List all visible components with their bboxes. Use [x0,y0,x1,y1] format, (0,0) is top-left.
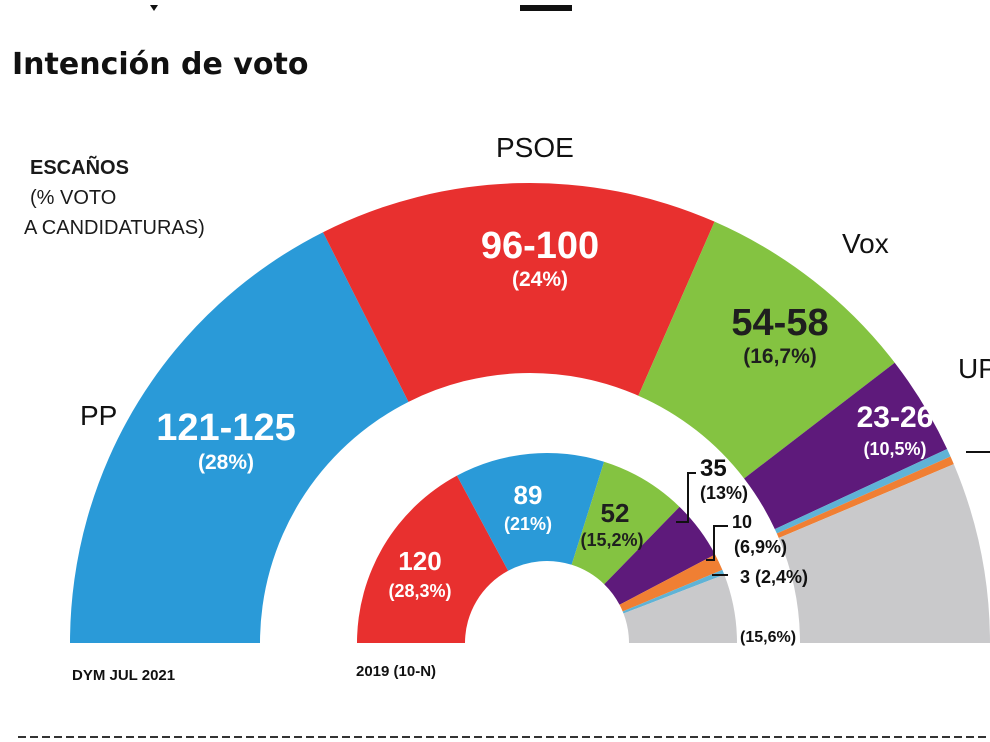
footer-2019: 2019 (10-N) [356,663,436,680]
clipped-glyph-left [150,5,158,11]
dym-segment-vox [638,221,895,479]
election-2019-segment-otros [623,574,737,643]
party-label-pp: PP [80,400,117,431]
dym-segment-otros [778,464,990,643]
party-label-psoe: PSOE [496,132,574,163]
leader-line-2019-cs [706,525,728,561]
election-2019-segment-psoe [357,475,509,643]
election-2019-segment-pp [456,453,605,571]
annotation-2019-others-vote: (15,6%) [740,629,796,646]
annotation-2019-up-seats: 35 [700,455,727,482]
annotation-2019-cs-vote: (6,9%) [734,537,787,557]
election-2019-segment-más-país [622,569,725,614]
data-label-pp-vote: (28%) [198,451,254,474]
data-label-psoe-vote: (24%) [512,268,568,291]
annotation-2019-up-vote: (13%) [700,483,748,503]
leader-line-2019-up [676,472,696,523]
data-label-pp-seats: 121-125 [156,407,295,449]
data-label-2019-pp-seats: 89 [514,480,543,510]
data-label-2019-psoe-seats: 120 [398,546,441,576]
dym-segment-up [744,362,948,530]
clipped-glyph-center [520,5,572,11]
data-label-2019-vox-vote: (15,2%) [580,530,643,550]
legend-line-seats: ESCAÑOS [30,156,129,179]
legend-line-candidaturas: A CANDIDATURAS) [24,217,205,239]
party-label-up: UP [958,353,990,384]
data-label-vox-vote: (16,7%) [743,345,817,368]
annotation-2019-small-seats: 3 (2,4%) [740,567,808,587]
top-clipped-heading [0,0,990,11]
party-label-vox: Vox [842,228,889,259]
election-2019-segment-vox [571,461,680,585]
election-2019-segment-cs [619,554,723,612]
footer-dym: DYM JUL 2021 [72,667,175,684]
data-label-up-seats: 23-26 [857,401,934,434]
dym-segment-pp [70,232,409,644]
top-clipped-glyphs [150,5,572,11]
data-label-2019-vox-seats: 52 [601,498,630,528]
data-label-2019-psoe-vote: (28,3%) [388,581,451,601]
legend-line-vote: (% VOTO [30,187,116,209]
chart-title: Intención de voto [12,47,308,82]
election-2019-semicircle [357,453,737,643]
election-2019-segment-up [604,506,716,605]
dym-semicircle [70,182,990,644]
data-label-up-vote: (10,5%) [863,439,926,459]
dym-segment-psoe [323,182,715,402]
dym-segment-small [774,449,951,534]
data-label-psoe-seats: 96-100 [481,225,599,267]
dym-segment-cs [776,456,954,538]
data-label-vox-seats: 54-58 [731,302,828,344]
data-label-2019-pp-vote: (21%) [504,514,552,534]
annotation-2019-cs-seats: 10 [732,512,752,532]
